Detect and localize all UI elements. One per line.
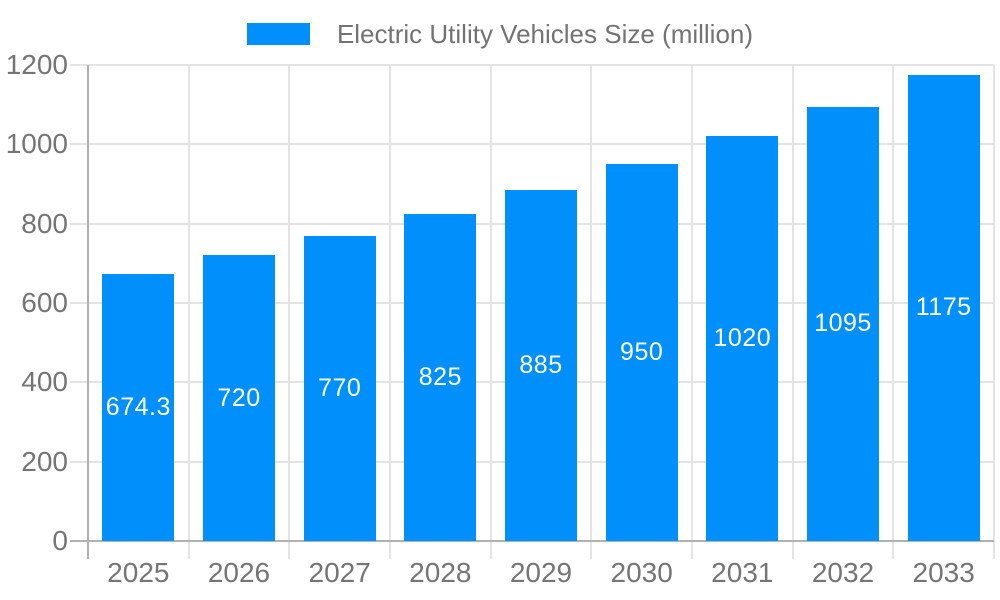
y-tick-label: 400 [21,366,68,398]
x-tick-label: 2027 [308,557,371,588]
gridline-vertical [691,65,693,541]
gridline-vertical [892,65,895,541]
y-axis-tick [70,302,88,304]
gridline-vertical [489,65,492,541]
y-axis-tick [70,222,88,225]
legend-swatch [246,23,310,45]
y-tick-label: 0 [52,525,68,556]
gridline-vertical [993,65,995,541]
bar: 720 [203,255,275,541]
x-axis-tick [993,541,995,559]
gridline-vertical [590,65,593,541]
bar: 674.3 [102,273,175,541]
bar-value-label: 770 [318,373,362,402]
bar-value-label: 950 [620,338,664,367]
gridline-vertical [187,65,190,541]
x-tick-label: 2030 [610,557,673,588]
x-axis-tick [590,541,593,559]
bar-value-label: 720 [217,383,261,412]
bar: 1175 [907,74,980,541]
x-axis-tick [187,541,190,559]
x-tick-label: 2028 [409,557,472,588]
x-tick-label: 2031 [711,557,774,588]
x-axis-tick [389,541,391,559]
x-tick-label: 2033 [912,557,975,588]
x-axis-tick [288,541,291,559]
x-axis-tick [691,541,693,559]
bar-value-label: 885 [519,350,563,379]
y-axis-tick [70,143,88,146]
y-axis-tick [70,460,88,463]
gridline-vertical [791,65,794,541]
bar-value-label: 674.3 [105,392,171,421]
bar: 885 [505,189,577,541]
x-axis-tick [892,541,895,559]
x-axis-line [70,540,994,542]
x-tick-label: 2029 [509,557,573,588]
y-tick-label: 200 [21,445,68,477]
x-axis-tick [489,541,492,559]
gridline-vertical [389,65,391,541]
x-tick-label: 2025 [107,557,170,588]
y-axis-line [87,65,89,559]
bar: 1020 [706,136,779,541]
bar-value-label: 1020 [713,324,772,353]
gridline-horizontal [88,143,994,146]
bar: 825 [404,213,477,541]
y-tick-label: 1000 [5,128,68,160]
chart-legend-item[interactable]: Electric Utility Vehicles Size (million) [0,18,1000,49]
y-tick-label: 1200 [5,49,68,80]
bar: 1095 [807,106,879,541]
bar-value-label: 825 [418,362,462,391]
bar-value-label: 1095 [814,309,872,338]
x-tick-label: 2032 [811,557,875,588]
y-axis-tick [70,64,88,66]
legend-label: Electric Utility Vehicles Size (million) [336,18,754,49]
bar: 950 [605,164,678,541]
gridline-horizontal [88,64,994,66]
bar: 770 [303,235,376,541]
x-tick-label: 2026 [207,557,271,588]
x-axis-tick [791,541,794,559]
gridline-vertical [288,65,291,541]
y-tick-label: 600 [21,287,68,318]
y-axis-tick [70,381,88,384]
bar-value-label: 1175 [915,293,972,322]
y-tick-label: 800 [21,207,68,239]
